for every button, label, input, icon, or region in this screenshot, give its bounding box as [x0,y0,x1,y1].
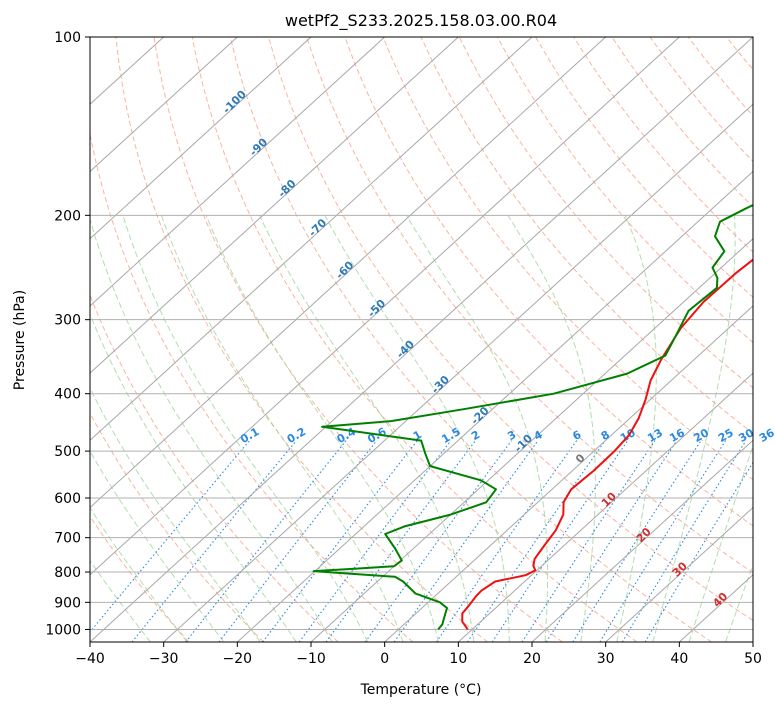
moist-adiabat-line [652,215,736,642]
dry-adiabat-line [382,37,753,481]
moist-adiabat-line [160,215,404,642]
dry-adiabat-line [90,412,264,642]
x-axis-label: Temperature (°C) [360,682,482,698]
x-tick-label: 10 [449,651,467,667]
background-lines [90,37,753,642]
mixing-ratio-line [467,440,606,642]
moist-adiabat-line [90,450,225,642]
mixing-ratio-line [435,440,578,642]
mixing-ratio-line [521,440,656,642]
x-tick-label: −30 [149,651,179,667]
mixing-ratio-line [572,440,702,642]
y-tick-label: 200 [54,208,81,224]
isotherm-line [310,237,753,642]
moist-adiabat-line [90,559,151,642]
x-tick-label: 0 [380,651,389,667]
profile-lines [312,203,753,631]
isotherm-line [90,37,459,374]
y-tick-label: 700 [54,531,81,547]
dewpoint-line [312,203,753,631]
y-tick-label: 600 [54,491,81,507]
moist-adiabat-line [725,563,753,642]
plot-frame [89,36,754,643]
x-axis: −40 −30 −20 −10 0 10 20 30 40 50 [75,642,762,667]
mixing-ratio-line [621,440,747,642]
isotherm-line [90,37,607,509]
isotherm-line [163,103,753,642]
isotherm-line [457,372,753,642]
dry-adiabat-line [420,37,753,435]
isotherm-line [90,37,312,240]
y-tick-label: 400 [54,387,81,403]
y-axis-label: Pressure (hPa) [12,290,28,390]
dry-adiabat-line [535,37,753,298]
mixing-ratio-line [325,440,476,642]
isotherm-line [605,506,753,642]
isotherm-line [90,37,386,307]
mixing-ratio-line [90,440,251,633]
dry-adiabat-line [496,37,753,344]
mixing-ratio-line [599,440,727,642]
x-tick-label: 20 [523,651,541,667]
y-tick-label: 1000 [45,622,81,638]
temperature-line [461,258,753,630]
x-tick-label: 30 [597,651,615,667]
dry-adiabat-line [268,37,753,622]
pressure-gridlines [90,37,753,630]
moist-adiabat-line [90,313,297,642]
moist-adiabat-line [405,215,549,642]
x-tick-label: −20 [223,651,253,667]
moist-adiabat-line [324,215,510,642]
chart-title: wetPf2_S233.2025.158.03.00.R04 [285,11,557,31]
isotherm-line [90,37,753,642]
moist-adiabat-line [90,217,333,642]
moist-adiabat-line [616,215,657,642]
x-tick-label: −10 [296,651,326,667]
isotherm-line [90,37,680,576]
dry-adiabat-line [306,37,753,574]
isotherm-line [236,170,753,642]
isotherm-line [90,37,533,442]
moist-adiabat-line [688,444,753,642]
y-tick-label: 800 [54,565,81,581]
isotherm-line [531,439,753,642]
mixing-ratio-line [491,440,629,642]
isotherm-line [384,305,753,642]
dry-adiabat-line [153,37,563,642]
mixing-ratio-label: 36 [757,426,775,445]
y-tick-label: 100 [54,30,81,46]
x-tick-label: 40 [670,651,688,667]
x-tick-label: −40 [75,651,105,667]
x-tick-label: 50 [744,651,762,667]
moist-adiabat-line [122,215,369,642]
moist-adiabat-line [507,215,596,642]
y-tick-label: 500 [54,444,81,460]
dry-adiabat-line [115,37,488,642]
mixing-ratio-line [131,440,297,642]
dry-adiabat-line [191,37,638,642]
y-tick-label: 900 [54,595,81,611]
isotherm-line [90,37,238,173]
moist-adiabat-line [259,215,475,642]
moist-adiabat-line [90,387,261,642]
mixing-ratio-line [545,440,678,642]
mixing-ratio-line [364,440,512,642]
mixing-ratio-line [218,440,378,642]
mixing-ratio-line [644,461,753,642]
y-axis: 100 200 300 400 500 600 700 800 900 1000 [45,30,90,638]
y-tick-label: 300 [54,313,81,329]
